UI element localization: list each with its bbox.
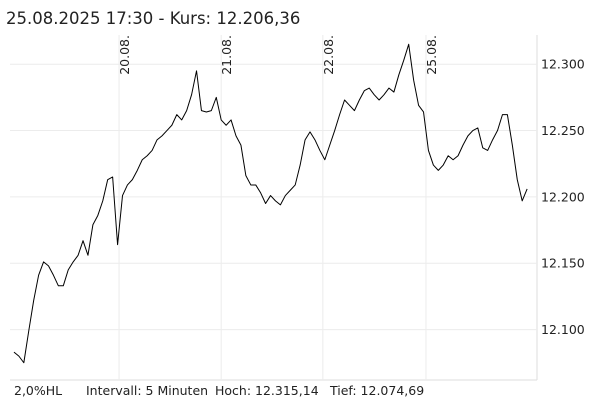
y-tick-label: 12.100 bbox=[541, 322, 585, 337]
footer-high: Hoch: 12.315,14 bbox=[215, 383, 319, 398]
price-line bbox=[13, 43, 528, 364]
y-tick-label: 12.300 bbox=[541, 57, 585, 72]
x-tick-label: 21.08. bbox=[219, 35, 234, 75]
footer-interval: Intervall: 5 Minuten bbox=[86, 383, 208, 398]
x-tick-label: 25.08. bbox=[424, 35, 439, 75]
footer-range: 2,0%HL bbox=[14, 383, 62, 398]
y-tick-label: 12.250 bbox=[541, 123, 585, 138]
y-tick-label: 12.200 bbox=[541, 189, 585, 204]
footer-low: Tief: 12.074,69 bbox=[329, 383, 424, 398]
x-tick-label: 22.08. bbox=[321, 35, 336, 75]
chart-title: 25.08.2025 17:30 - Kurs: 12.206,36 bbox=[6, 9, 300, 28]
x-tick-label: 20.08. bbox=[117, 35, 132, 75]
y-tick-label: 12.150 bbox=[541, 256, 585, 271]
